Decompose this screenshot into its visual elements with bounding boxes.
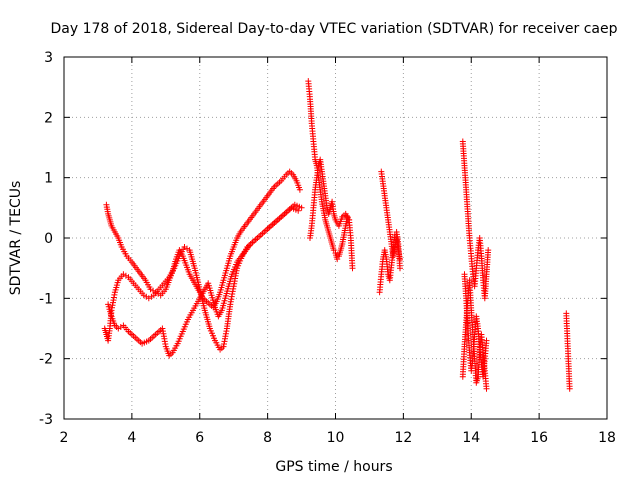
x-tick-label: 14 [462, 430, 480, 446]
y-tick-label: 0 [44, 231, 53, 247]
x-tick-label: 4 [127, 430, 136, 446]
data-point [346, 216, 353, 223]
y-tick-label: 3 [44, 50, 53, 66]
x-tick-label: 16 [530, 430, 548, 446]
y-tick-label: 1 [44, 171, 53, 187]
y-tick-label: 2 [44, 110, 53, 126]
plot-frame [63, 56, 608, 420]
data-point [483, 337, 490, 344]
x-tick-label: 10 [327, 430, 345, 446]
y-tick-label: -1 [39, 291, 53, 307]
data-points [101, 78, 573, 392]
x-tick-label: 12 [394, 430, 412, 446]
data-point [349, 265, 356, 272]
data-point [397, 265, 403, 272]
data-point [483, 385, 490, 392]
data-point [298, 204, 305, 211]
x-tick-label: 18 [598, 430, 616, 446]
x-tick-label: 2 [60, 430, 69, 446]
x-tick-label: 8 [263, 430, 272, 446]
x-axis-label: GPS time / hours [275, 459, 392, 475]
data-point [295, 207, 302, 214]
x-tick-labels: 2 4 6 8 10 12 14 16 18 [60, 430, 616, 446]
grid-lines [64, 57, 607, 419]
y-tick-label: -2 [39, 352, 53, 368]
data-point [566, 385, 573, 392]
x-tick-label: 6 [195, 430, 204, 446]
y-tick-labels: -3 -2 -1 0 1 2 3 [39, 50, 53, 428]
data-point [296, 186, 303, 193]
y-axis-label: SDTVAR / TECUs [8, 181, 24, 296]
y-tick-label: -3 [39, 412, 53, 428]
chart-title: Day 178 of 2018, Sidereal Day-to-day VTE… [51, 21, 618, 37]
data-point [485, 247, 492, 254]
